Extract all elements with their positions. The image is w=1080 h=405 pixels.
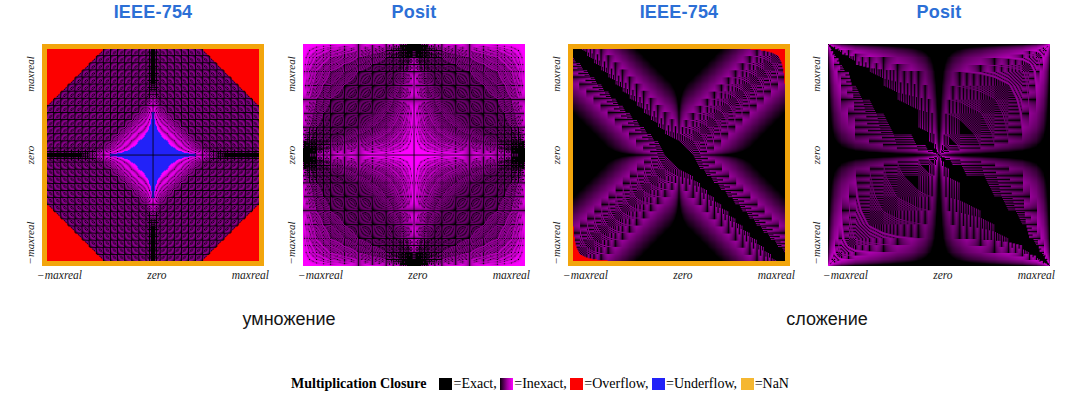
legend-title: Multiplication Closure	[291, 376, 426, 392]
y-tick-negmaxreal: −maxreal	[285, 211, 297, 275]
x-tick-zero: zero	[408, 269, 427, 281]
panel-title: Posit	[828, 2, 1050, 23]
overflow-swatch	[570, 378, 583, 390]
y-tick-maxreal: maxreal	[550, 42, 562, 106]
x-tick-negmaxreal: −maxreal	[37, 269, 82, 281]
exact-swatch	[439, 378, 452, 390]
x-tick-zero: zero	[933, 269, 952, 281]
y-tick-negmaxreal: −maxreal	[550, 211, 562, 275]
y-tick-negmaxreal: −maxreal	[24, 211, 36, 275]
plot-area	[568, 44, 790, 266]
closure-heatmap-canvas	[47, 49, 259, 261]
y-tick-zero: zero	[24, 123, 36, 187]
legend: Multiplication Closure =Exact, =Inexact,…	[0, 376, 1080, 392]
underflow-swatch	[652, 378, 665, 390]
operation-label-multiplication: умножение	[243, 309, 336, 330]
x-tick-maxreal: maxreal	[758, 269, 795, 281]
inexact-swatch	[500, 378, 513, 390]
legend-item-overflow: =Overflow,	[570, 376, 648, 392]
panel-ieee754-multiplication: IEEE-754 maxreal zero −maxreal −maxreal …	[42, 0, 264, 300]
x-axis-ticks: −maxreal zero maxreal	[823, 269, 1055, 281]
y-tick-zero: zero	[550, 123, 562, 187]
x-tick-zero: zero	[147, 269, 166, 281]
y-tick-maxreal: maxreal	[810, 42, 822, 106]
y-tick-maxreal: maxreal	[24, 42, 36, 106]
x-tick-negmaxreal: −maxreal	[563, 269, 608, 281]
legend-item-nan: =NaN	[741, 376, 789, 392]
panel-posit-multiplication: Posit maxreal zero −maxreal −maxreal zer…	[303, 0, 525, 300]
y-tick-maxreal: maxreal	[285, 42, 297, 106]
x-tick-maxreal: maxreal	[1018, 269, 1055, 281]
x-axis-ticks: −maxreal zero maxreal	[563, 269, 795, 281]
panel-ieee754-addition: IEEE-754 maxreal zero −maxreal −maxreal …	[568, 0, 790, 300]
panel-title: Posit	[303, 2, 525, 23]
plot-area	[42, 44, 264, 266]
x-tick-negmaxreal: −maxreal	[298, 269, 343, 281]
closure-heatmap-canvas	[828, 44, 1050, 266]
nan-swatch	[741, 378, 754, 390]
legend-item-exact: =Exact,	[439, 376, 496, 392]
closure-heatmap-canvas	[303, 44, 525, 266]
y-tick-zero: zero	[810, 123, 822, 187]
plot-area	[303, 44, 525, 266]
x-tick-maxreal: maxreal	[232, 269, 269, 281]
x-axis-ticks: −maxreal zero maxreal	[298, 269, 530, 281]
panel-title: IEEE-754	[42, 2, 264, 23]
y-tick-zero: zero	[285, 123, 297, 187]
panel-posit-addition: Posit maxreal zero −maxreal −maxreal zer…	[828, 0, 1050, 300]
plot-area	[828, 44, 1050, 266]
closure-plots-figure: IEEE-754 maxreal zero −maxreal −maxreal …	[0, 0, 1080, 405]
y-tick-negmaxreal: −maxreal	[810, 211, 822, 275]
closure-heatmap-canvas	[573, 49, 785, 261]
operation-label-addition: сложение	[786, 309, 868, 330]
legend-item-underflow: =Underflow,	[652, 376, 737, 392]
x-tick-negmaxreal: −maxreal	[823, 269, 868, 281]
panel-title: IEEE-754	[568, 2, 790, 23]
x-tick-zero: zero	[673, 269, 692, 281]
x-tick-maxreal: maxreal	[493, 269, 530, 281]
legend-item-inexact: =Inexact,	[500, 376, 567, 392]
x-axis-ticks: −maxreal zero maxreal	[37, 269, 269, 281]
